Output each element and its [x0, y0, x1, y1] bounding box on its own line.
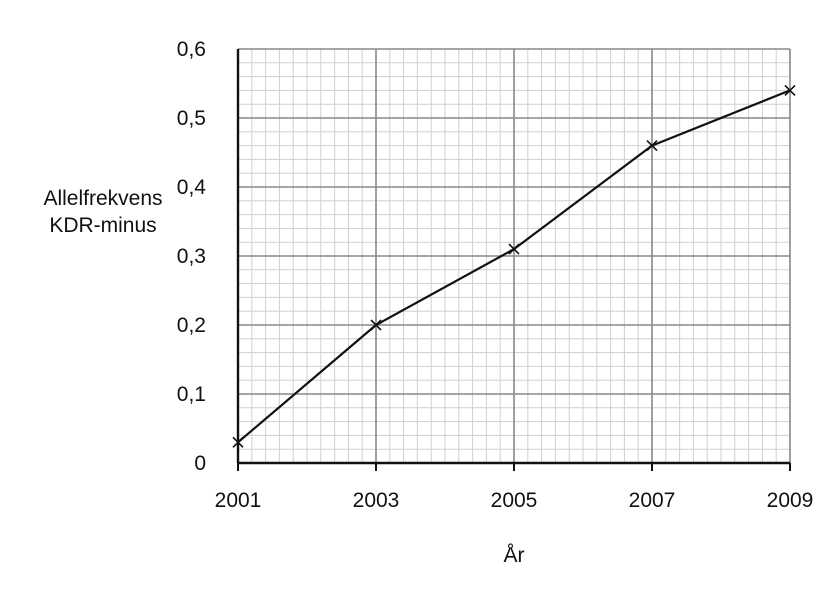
marker-stroke [508, 243, 520, 255]
marker-stroke [784, 84, 796, 96]
y-tick-label: 0,1 [177, 383, 206, 406]
data-point-marker [370, 319, 382, 331]
x-tick-label: 2007 [629, 489, 676, 512]
x-tick-labels: 2001 2003 2005 2007 2009 [215, 489, 814, 512]
x-tick-label: 2005 [491, 489, 538, 512]
x-tick-label: 2001 [215, 489, 262, 512]
data-point-marker [784, 84, 796, 96]
x-axis-title: År [504, 544, 525, 567]
data-point-marker [232, 436, 244, 448]
y-tick-label: 0,2 [177, 314, 206, 337]
y-tick-label: 0,5 [177, 107, 206, 130]
y-axis-title-line-2: KDR-minus [49, 214, 156, 237]
x-tick-label: 2003 [353, 489, 400, 512]
x-tick-label: 2009 [767, 489, 814, 512]
marker-stroke [232, 436, 244, 448]
series-layer [232, 84, 796, 448]
marker-stroke [646, 140, 658, 152]
y-axis-title-line-1: Allelfrekvens [43, 187, 162, 210]
axes [236, 49, 791, 471]
y-tick-label: 0,4 [177, 176, 207, 199]
y-tick-label: 0,6 [177, 38, 206, 61]
marker-stroke [370, 319, 382, 331]
data-point-marker [508, 243, 520, 255]
y-tick-label: 0,3 [177, 245, 206, 268]
y-tick-label: 0 [194, 452, 206, 475]
data-point-marker [646, 140, 658, 152]
y-tick-labels: 0 0,1 0,2 0,3 0,4 0,5 0,6 [177, 38, 207, 475]
